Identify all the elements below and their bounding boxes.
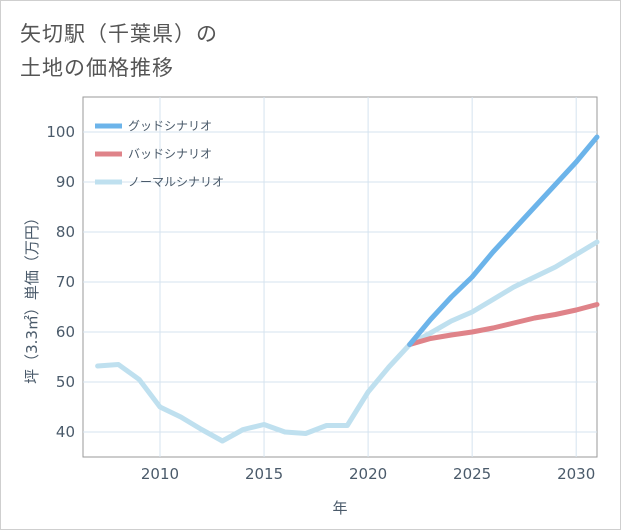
series-lines xyxy=(95,134,600,444)
x-tick-label: 2020 xyxy=(349,465,387,483)
y-tick-label: 90 xyxy=(56,173,75,191)
y-tick-label: 80 xyxy=(56,223,75,241)
x-tick-label: 2010 xyxy=(141,465,179,483)
y-axis-title: 坪（3.3㎡）単価（万円） xyxy=(23,210,41,384)
chart-title-line-1: 矢切駅（千葉県）の xyxy=(20,22,218,46)
y-tick-labels: 40 50 60 70 80 90 100 xyxy=(46,123,75,441)
x-tick-labels: 2010 2015 2020 2025 2030 xyxy=(141,465,595,483)
chart-title-line-2: 土地の価格推移 xyxy=(20,56,174,80)
chart-title: 矢切駅（千葉県）の 土地の価格推移 xyxy=(20,17,218,85)
series-line-1 xyxy=(407,302,600,347)
series-line-0 xyxy=(407,134,600,347)
x-axis-title: 年 xyxy=(332,499,347,517)
legend-label: グッドシナリオ xyxy=(128,119,212,133)
y-tick-label: 60 xyxy=(56,323,75,341)
plot-area xyxy=(82,96,598,458)
series-line-2 xyxy=(95,239,600,444)
grid-lines xyxy=(83,97,597,457)
legend-label: ノーマルシナリオ xyxy=(128,175,224,189)
x-tick-label: 2030 xyxy=(557,465,595,483)
y-tick-label: 100 xyxy=(46,123,75,141)
x-tick-label: 2015 xyxy=(245,465,283,483)
x-tick-label: 2025 xyxy=(453,465,491,483)
legend-label: バッドシナリオ xyxy=(128,147,212,161)
y-tick-label: 40 xyxy=(56,423,75,441)
y-tick-label: 70 xyxy=(56,273,75,291)
y-tick-label: 50 xyxy=(56,373,75,391)
